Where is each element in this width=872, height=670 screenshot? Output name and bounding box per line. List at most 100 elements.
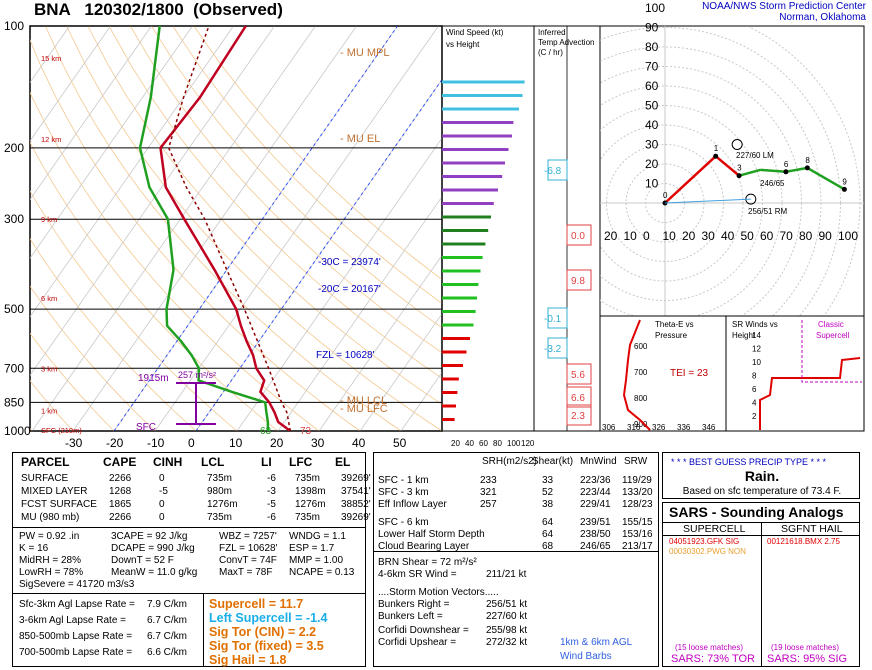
dry-adiabat (108, 26, 442, 379)
sr-y-tick: 2 (752, 412, 757, 421)
isotherm-highlight (113, 26, 398, 431)
wind-bar (442, 377, 459, 381)
kin-cell: 213/17 (622, 541, 653, 552)
index-value: DownT = 52 F (111, 555, 174, 566)
parcel-cell: 37541' (341, 486, 371, 497)
kin-header: SRH(m2/s2) (482, 456, 538, 467)
height-label: 12 km (41, 135, 61, 144)
hodo-point (783, 169, 789, 175)
srh-label: 257 m²/s² (178, 370, 216, 380)
thetae-y-tick: 700 (634, 368, 648, 377)
wind-bar (442, 350, 467, 354)
wind-bar (442, 134, 512, 138)
parcel-cell: 1276m (295, 499, 326, 510)
precip-panel: * * * BEST GUESS PRECIP TYPE * * * Rain.… (662, 452, 860, 499)
parcel-cell: 2266 (109, 473, 132, 484)
m30c-height: -30C = 23974' (318, 257, 381, 268)
pressure-tick: 500 (4, 302, 24, 316)
index-value: WBZ = 7257' (219, 531, 277, 542)
sars-tor: SARS: 73% TOR (671, 653, 755, 665)
parcel-header: CINH (153, 455, 183, 469)
sfc-label: SFC (136, 422, 156, 433)
hodo-x-tick: 10 (624, 229, 638, 243)
height-label: 15 km (41, 54, 61, 63)
thetae-x-tick: 336 (677, 423, 691, 432)
index-value: K = 16 (19, 543, 49, 554)
wind-tick: 20 (451, 439, 460, 448)
kin-cell: SFC - 1 km (378, 475, 429, 486)
composite-supercell: Supercell = 11.7 (209, 597, 304, 611)
pressure-tick: 100 (4, 19, 24, 33)
wind-tick: 120 (521, 439, 535, 448)
hodo-x-tick: 20 (604, 229, 618, 243)
wind-bar (442, 121, 514, 124)
isotherm (30, 26, 275, 376)
thetae-x-tick: 326 (652, 423, 666, 432)
parcel-header: EL (335, 455, 351, 469)
hodo-point (804, 165, 810, 171)
parcel-cell: -6 (267, 512, 276, 523)
parcel-header: LI (261, 455, 272, 469)
parcel-header: LCL (201, 455, 225, 469)
lapse-value: 6.6 C/km (147, 647, 188, 658)
adv-value: 6.6 (571, 393, 585, 404)
hodo-ring-label: 40 (645, 118, 659, 132)
hodo-point-label: 3 (737, 164, 742, 173)
composite-sighail: Sig Hail = 1.8 (209, 653, 287, 667)
adv-title: Inferred (538, 28, 566, 37)
adv-box (547, 337, 568, 359)
adv-value: 2.3 (571, 411, 585, 422)
dewpoint-trace (138, 26, 270, 431)
dry-adiabat (193, 26, 442, 280)
parcel-cell: 735m (207, 512, 233, 523)
parcel-cell: MIXED LAYER (21, 486, 88, 497)
kin-cell: 238/50 (580, 529, 611, 540)
hodo-trace (806, 166, 846, 191)
temperature-trace (159, 26, 292, 431)
hodo-point (713, 153, 719, 159)
sars-sup-match1: 04051923.GFK SIG (669, 537, 740, 546)
lapse-label: 700-500mb Lapse Rate = (19, 647, 133, 658)
pressure-tick: 700 (4, 361, 24, 375)
thetae-subtitle: Pressure (655, 331, 688, 340)
hodo-ring-label: 70 (645, 60, 659, 74)
mu-lfc: - MU LFC (340, 403, 388, 415)
index-value: MaxT = 78F (219, 567, 273, 578)
wind-bar (442, 418, 455, 421)
isotherm-highlight (195, 78, 442, 431)
kin-header: SRW (624, 456, 648, 467)
isotherm (30, 26, 152, 201)
adv-box (566, 269, 592, 291)
parcel-cell: 1276m (207, 499, 238, 510)
sr-y-tick: 10 (752, 358, 761, 367)
sars-col-hail: SGFNT HAIL (781, 523, 843, 535)
lapse-value: 6.7 C/km (147, 631, 188, 642)
kin-header: Shear(kt) (532, 456, 574, 467)
hodo-point (841, 186, 847, 192)
mean-wind-label: 246/65 (760, 179, 785, 188)
pressure-tick: 300 (4, 212, 24, 226)
parcel-cell: 0 (159, 499, 165, 510)
parcel-cell: SURFACE (21, 473, 69, 484)
sr-y-tick: 14 (752, 331, 761, 340)
isotherm (30, 26, 111, 142)
temp-tick: 40 (352, 436, 366, 450)
height-label: SFC (210m) (41, 426, 82, 435)
kin-cell: 52 (542, 487, 554, 498)
index-value: MeanW = 11.0 g/kg (111, 567, 198, 578)
thetae-x-tick: 306 (602, 423, 616, 432)
isotherm (277, 196, 442, 431)
station-title: BNA 120302/1800 (Observed) (34, 0, 283, 19)
hodo-trace (785, 166, 808, 174)
kin-cell: 321 (480, 487, 497, 498)
sars-sup-match2: 00030302.PWG NON (669, 547, 746, 556)
kin-cell: 38 (542, 499, 554, 510)
adv-box (547, 307, 568, 329)
mu-lcl: - MU LCL (340, 395, 387, 407)
adv-value: 9.8 (571, 276, 585, 287)
wind-bar (442, 161, 505, 165)
sr-y-tick: 4 (752, 399, 757, 408)
index-value: PW = 0.92 .in (19, 531, 80, 542)
sfc-temp: 73 (300, 426, 312, 437)
index-value: ESP = 1.7 (289, 543, 335, 554)
